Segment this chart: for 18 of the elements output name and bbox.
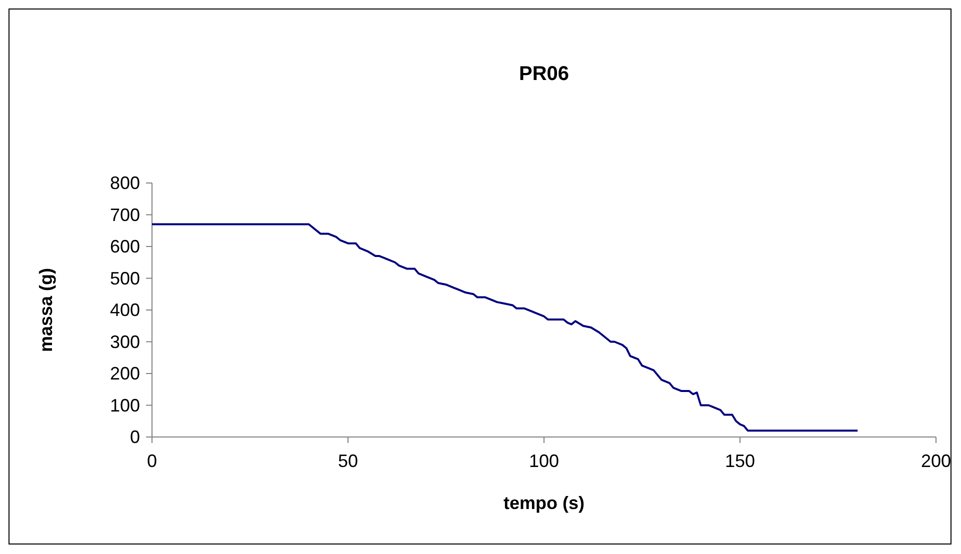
y-tick-label: 600 [110, 236, 140, 256]
line-series [151, 223, 859, 432]
chart-title: PR06 [518, 63, 570, 85]
y-tick-label: 200 [110, 364, 140, 384]
y-tick-label: 700 [110, 204, 140, 225]
y-tick-label: 100 [110, 395, 140, 416]
x-axis-title: tempo (s) [504, 493, 585, 513]
x-tick-label: 100 [528, 451, 560, 471]
y-tick-label: 800 [110, 173, 140, 193]
y-tick-label: 300 [110, 332, 140, 352]
y-tick-label: 0 [130, 427, 140, 447]
x-tick-label: 150 [724, 451, 756, 471]
y-axis-title: massa (g) [36, 268, 56, 352]
x-tick-label: 50 [338, 451, 358, 471]
y-tick-label: 500 [110, 268, 140, 288]
x-tick-label: 0 [146, 451, 158, 471]
x-tick-label: 200 [920, 451, 952, 471]
y-tick-label: 400 [110, 300, 140, 320]
